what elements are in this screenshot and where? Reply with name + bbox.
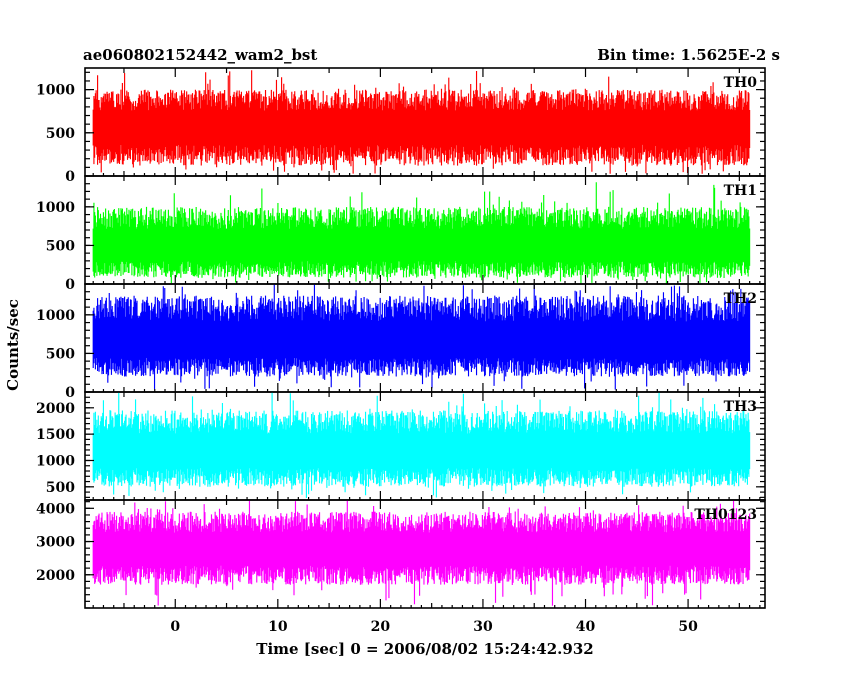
x-axis-label: Time [sec] 0 = 2006/08/02 15:24:42.932	[256, 640, 593, 658]
panel-th1: 0 500 1000 TH1	[36, 175, 766, 293]
y-tick-label: 0	[65, 385, 75, 401]
lightcurve-core-th3	[93, 433, 750, 468]
x-tick-label: 40	[576, 619, 596, 635]
x-tick-label: 30	[473, 619, 493, 635]
y-tick-label: 500	[46, 126, 75, 142]
panel-th0123: 2000 3000 4000 TH0123	[36, 499, 766, 609]
y-tick-label: 1000	[36, 83, 75, 99]
y-tick-label: 500	[46, 238, 75, 254]
y-tick-label: 0	[65, 277, 75, 293]
y-tick-label: 1500	[36, 427, 75, 443]
y-tick-label: 0	[65, 169, 75, 185]
panel-frame	[84, 499, 766, 609]
x-tick-label: 0	[170, 619, 180, 635]
panel-label-th0123: TH0123	[694, 507, 757, 523]
header-right-bin-time: Bin time: 1.5625E-2 s	[597, 46, 780, 64]
y-tick-label: 500	[46, 480, 75, 496]
panel-label-th2: TH2	[724, 291, 757, 307]
y-tick-label: 1000	[36, 308, 75, 324]
lightcurve-core-th0123	[93, 532, 750, 566]
y-tick-label: 2000	[36, 568, 75, 584]
header-left-title: ae060802152442_wam2_bst	[83, 46, 317, 64]
x-tick-label: 10	[268, 619, 288, 635]
y-tick-label: 500	[46, 346, 75, 362]
lightcurve-core-th1	[93, 228, 750, 261]
panel-label-th1: TH1	[724, 183, 757, 199]
y-tick-label: 1000	[36, 200, 75, 216]
x-tick-label: 20	[371, 619, 391, 635]
lightcurve-core-th0	[93, 110, 750, 145]
panel-th3: 500 1000 1500 2000 TH3	[36, 391, 766, 501]
panel-th2: 0 500 1000 TH2	[36, 283, 766, 401]
y-tick-label: 4000	[36, 501, 75, 517]
panel-label-th3: TH3	[724, 399, 757, 415]
y-tick-label: 3000	[36, 535, 75, 551]
x-tick-label: 50	[678, 619, 698, 635]
y-tick-label: 2000	[36, 401, 75, 417]
panel-th0: 0 500 1000 TH0	[36, 67, 766, 185]
lightcurve-core-th2	[93, 321, 750, 358]
y-tick-label: 1000	[36, 453, 75, 469]
panel-label-th0: TH0	[724, 75, 758, 91]
y-axis-label: Counts/sec	[4, 299, 22, 391]
